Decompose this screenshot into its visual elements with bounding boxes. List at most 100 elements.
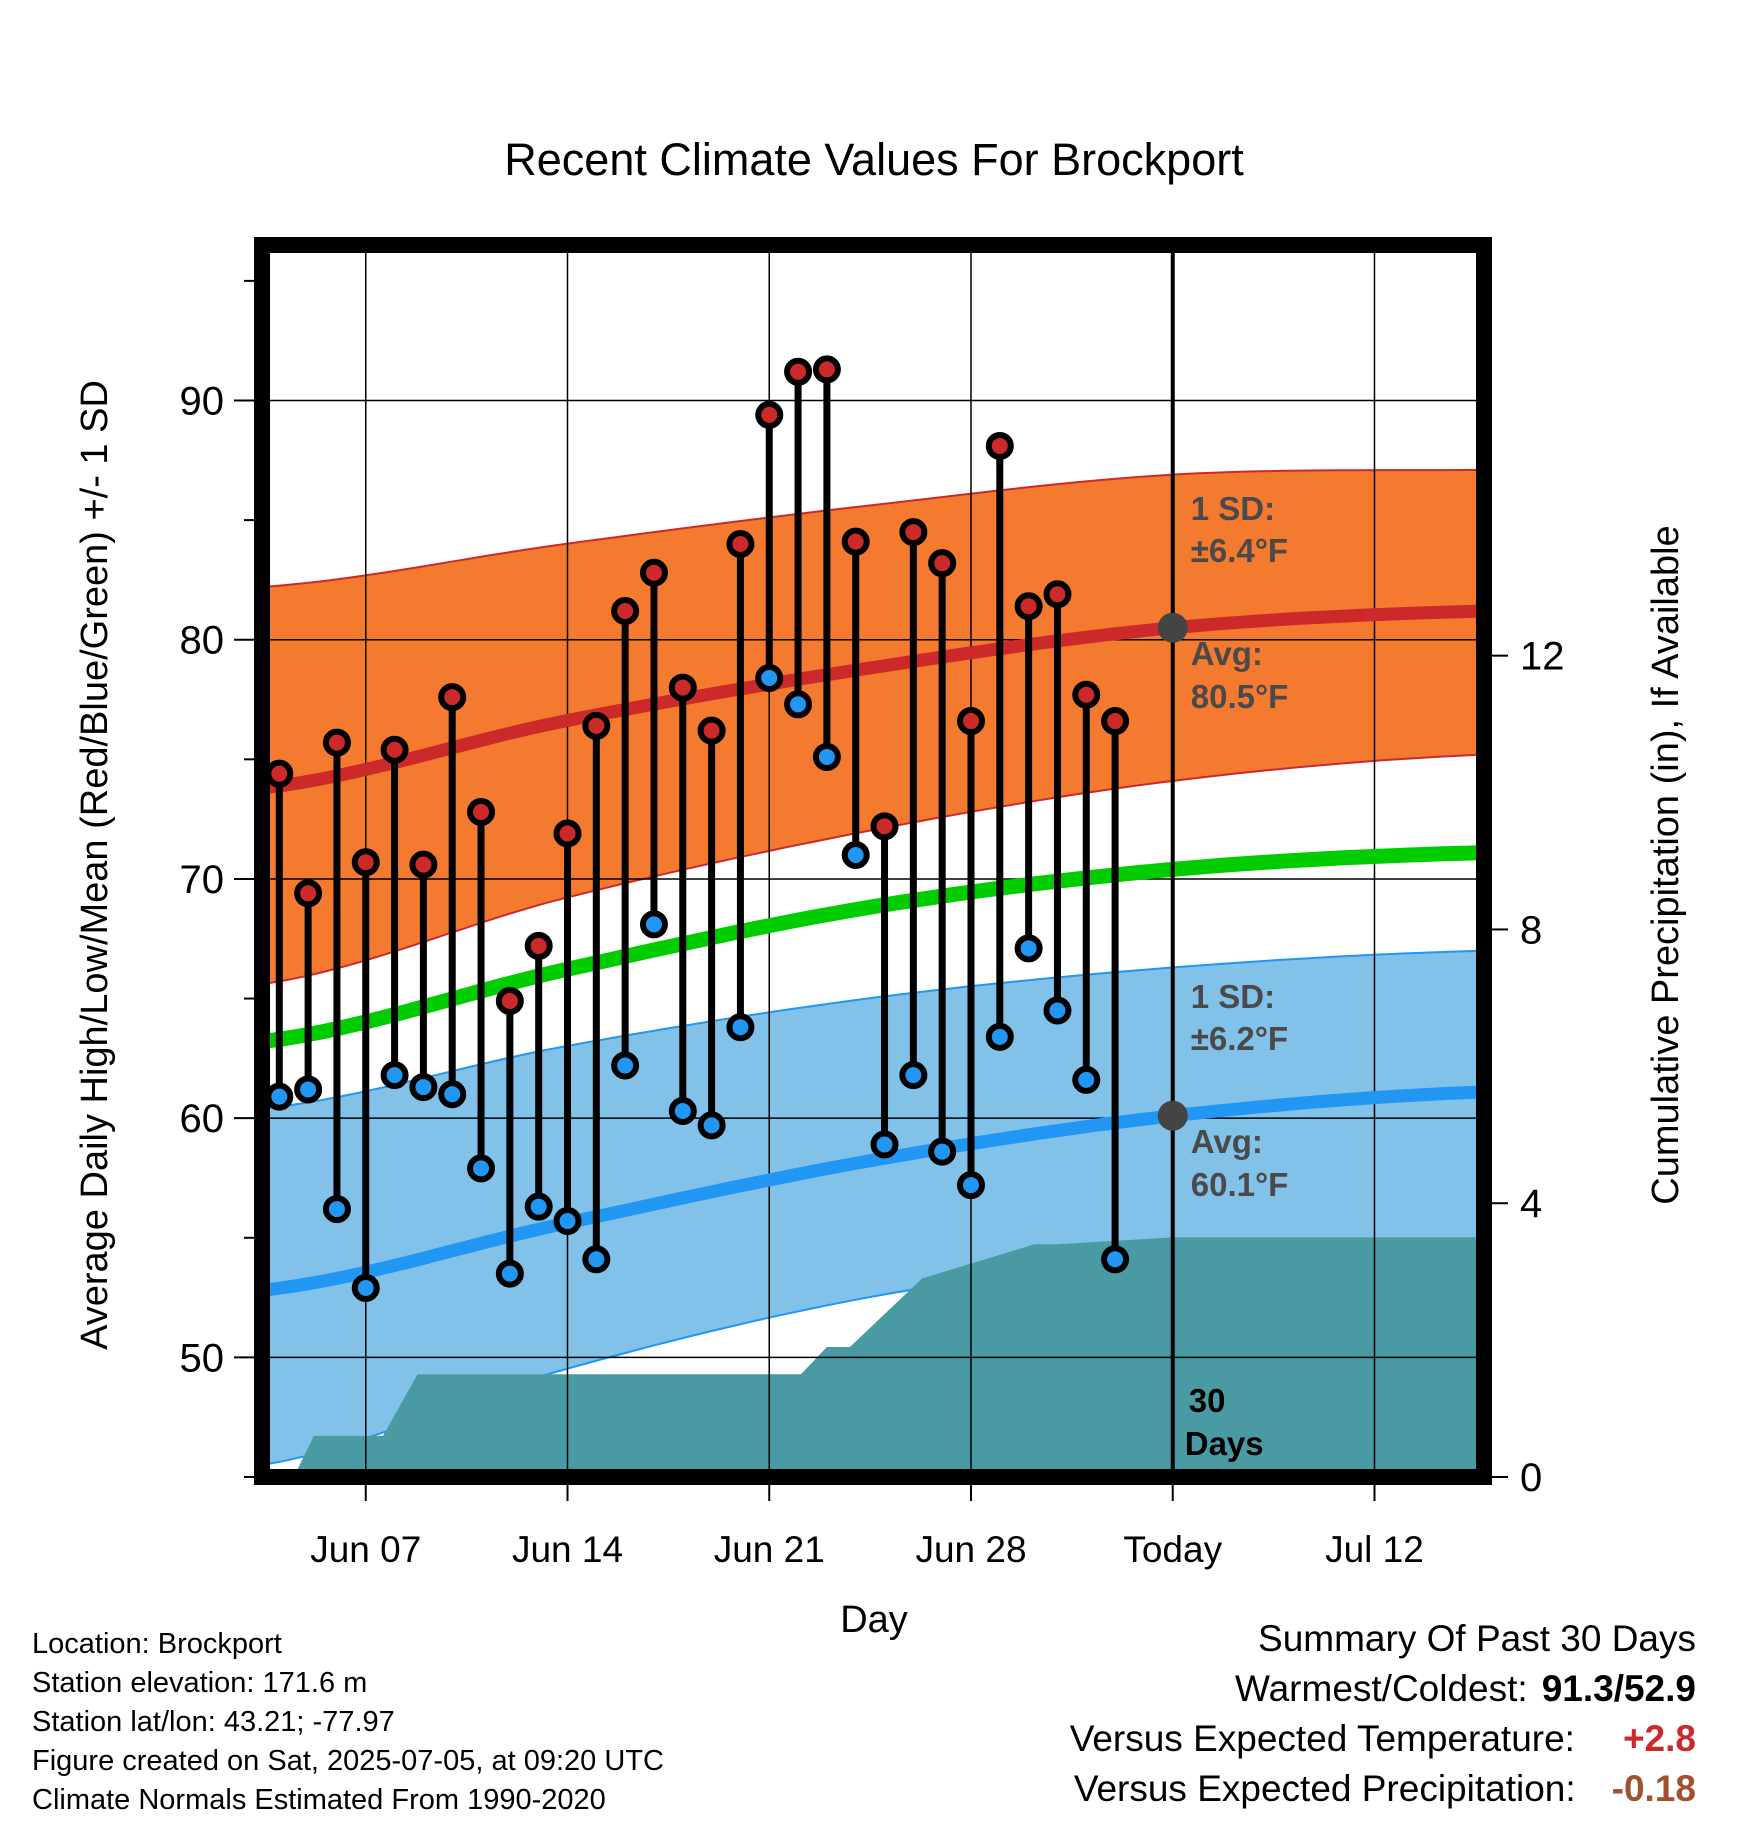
days-number: 30: [1189, 1382, 1226, 1419]
high-point: [784, 357, 813, 386]
low-sd-label: 1 SD:: [1191, 978, 1275, 1015]
high-point: [726, 530, 755, 559]
x-tick-label: Jun 14: [512, 1529, 623, 1570]
x-tick-label: Jun 21: [714, 1529, 825, 1570]
low-point: [265, 1082, 294, 1111]
low-point: [928, 1137, 957, 1166]
summary-title: Summary Of Past 30 Days: [1258, 1618, 1696, 1659]
high-point: [524, 931, 553, 960]
low-point: [639, 910, 668, 939]
low-point: [899, 1061, 928, 1090]
normal-lines: [261, 245, 1485, 1477]
footer-created: Figure created on Sat, 2025-07-05, at 09…: [32, 1745, 664, 1777]
high-point: [985, 431, 1014, 460]
low-point: [294, 1075, 323, 1104]
high-point: [841, 527, 870, 556]
precip-label: Versus Expected Precipitation:: [1073, 1768, 1576, 1809]
low-avg-line: [261, 1085, 1485, 1297]
high-point: [639, 558, 668, 587]
warm-cold-value: 91.3/52.9: [1541, 1668, 1696, 1709]
mean-avg-line: [261, 845, 1485, 1050]
temp-value: +2.8: [1622, 1718, 1696, 1759]
high-point: [928, 549, 957, 578]
daily-points: [265, 355, 1188, 1303]
high-point: [582, 711, 611, 740]
low-avg-marker: [1157, 1100, 1188, 1131]
footer-normals: Climate Normals Estimated From 1990-2020: [32, 1784, 606, 1816]
low-sd-value: ±6.2°F: [1191, 1020, 1288, 1057]
summary-warm-cold: Warmest/Coldest: 91.3/52.9: [1235, 1668, 1696, 1710]
high-avg-marker: [1157, 612, 1188, 643]
low-point: [1072, 1065, 1101, 1094]
low-point: [870, 1130, 899, 1159]
x-tick-label: Today: [1123, 1529, 1222, 1570]
high-point: [956, 707, 985, 736]
high-sd-label: 1 SD:: [1191, 490, 1275, 527]
summary-temp: Versus Expected Temperature: +2.8: [1070, 1718, 1696, 1760]
x-axis-label: Day: [840, 1599, 908, 1641]
y-tick-label: 70: [180, 858, 225, 902]
high-point: [697, 716, 726, 745]
high-point: [812, 355, 841, 384]
high-point: [899, 518, 928, 547]
plot-area: [261, 245, 1485, 1477]
summary-precip: Versus Expected Precipitation: -0.18: [1074, 1768, 1696, 1810]
low-point: [755, 663, 784, 692]
low-point: [841, 841, 870, 870]
high-point: [1043, 580, 1072, 609]
low-point: [380, 1061, 409, 1090]
high-avg-line: [261, 604, 1485, 795]
y2-tick-label: 8: [1520, 908, 1542, 952]
x-tick-label: Jun 07: [310, 1529, 421, 1570]
y2-tick-label: 12: [1520, 635, 1565, 679]
x-tick-label: Jul 12: [1325, 1529, 1424, 1570]
high-point: [409, 850, 438, 879]
temp-label: Versus Expected Temperature:: [1069, 1718, 1575, 1759]
low-point: [351, 1274, 380, 1303]
low-point: [467, 1154, 496, 1183]
footer-elevation: Station elevation: 171.6 m: [32, 1667, 368, 1699]
low-point: [322, 1195, 351, 1224]
days-word: Days: [1185, 1425, 1264, 1462]
low-point: [1043, 996, 1072, 1025]
y-tick-label: 50: [180, 1336, 225, 1380]
low-point: [409, 1073, 438, 1102]
low-point: [1101, 1245, 1130, 1274]
high-point: [611, 597, 640, 626]
low-point: [956, 1171, 985, 1200]
y-axis-label: Average Daily High/Low/Mean (Red/Blue/Gr…: [74, 380, 116, 1350]
chart-title: Recent Climate Values For Brockport: [504, 134, 1244, 185]
high-point: [1101, 707, 1130, 736]
plot-frame: [254, 237, 1492, 1485]
low-point: [553, 1207, 582, 1236]
low-point: [438, 1080, 467, 1109]
low-point: [726, 1013, 755, 1042]
high-point: [755, 400, 784, 429]
low-point: [611, 1051, 640, 1080]
high-point: [495, 986, 524, 1015]
high-point: [553, 819, 582, 848]
low-avg-label: Avg:: [1191, 1123, 1263, 1160]
axes: Jun 07 Jun 14 Jun 21 Jun 28 Today Jul 12 50 60 7…: [180, 237, 1565, 1570]
high-point: [294, 879, 323, 908]
y2-tick-label: 0: [1520, 1456, 1542, 1500]
footer-location: Location: Brockport: [32, 1628, 282, 1660]
low-point: [697, 1111, 726, 1140]
x-tick-label: Jun 28: [915, 1529, 1026, 1570]
y-tick-label: 90: [180, 379, 225, 423]
high-point: [322, 728, 351, 757]
y-tick-label: 80: [180, 619, 225, 663]
low-point: [784, 690, 813, 719]
precip-value: -0.18: [1611, 1768, 1696, 1809]
y-tick-label: 60: [180, 1097, 225, 1141]
y2-tick-label: 4: [1520, 1182, 1542, 1226]
high-point: [870, 812, 899, 841]
low-avg-value: 60.1°F: [1191, 1166, 1289, 1203]
high-point: [438, 683, 467, 712]
low-point: [985, 1022, 1014, 1051]
high-point: [265, 759, 294, 788]
warm-cold-label: Warmest/Coldest:: [1235, 1668, 1528, 1709]
high-avg-value: 80.5°F: [1191, 678, 1289, 715]
daily-range-stems: [275, 369, 1119, 1289]
high-point: [668, 673, 697, 702]
